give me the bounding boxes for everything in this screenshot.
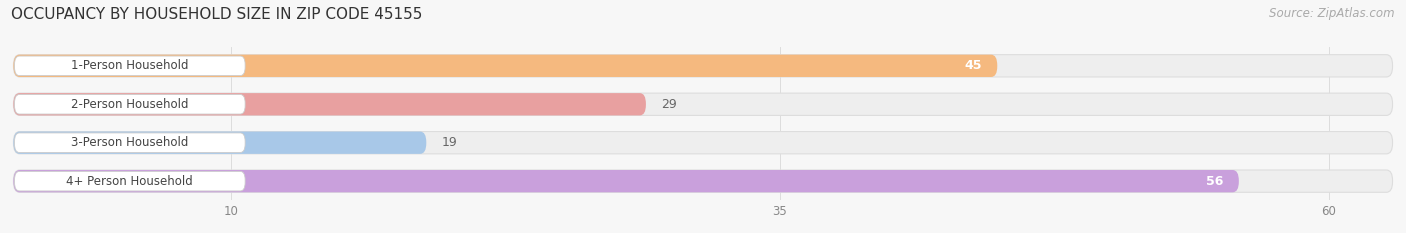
FancyBboxPatch shape: [14, 95, 245, 114]
FancyBboxPatch shape: [14, 55, 997, 77]
Text: 29: 29: [661, 98, 678, 111]
FancyBboxPatch shape: [14, 93, 645, 115]
FancyBboxPatch shape: [14, 170, 1239, 192]
FancyBboxPatch shape: [14, 170, 1392, 192]
Text: 45: 45: [965, 59, 981, 72]
FancyBboxPatch shape: [14, 171, 245, 191]
Text: Source: ZipAtlas.com: Source: ZipAtlas.com: [1270, 7, 1395, 20]
Text: 4+ Person Household: 4+ Person Household: [66, 175, 193, 188]
FancyBboxPatch shape: [14, 55, 1392, 77]
Text: OCCUPANCY BY HOUSEHOLD SIZE IN ZIP CODE 45155: OCCUPANCY BY HOUSEHOLD SIZE IN ZIP CODE …: [11, 7, 423, 22]
Text: 3-Person Household: 3-Person Household: [72, 136, 188, 149]
FancyBboxPatch shape: [14, 133, 245, 152]
Text: 1-Person Household: 1-Person Household: [72, 59, 188, 72]
FancyBboxPatch shape: [14, 132, 1392, 154]
Text: 2-Person Household: 2-Person Household: [72, 98, 188, 111]
FancyBboxPatch shape: [14, 132, 426, 154]
FancyBboxPatch shape: [14, 56, 245, 75]
Text: 19: 19: [441, 136, 457, 149]
FancyBboxPatch shape: [14, 93, 1392, 115]
Text: 56: 56: [1206, 175, 1223, 188]
